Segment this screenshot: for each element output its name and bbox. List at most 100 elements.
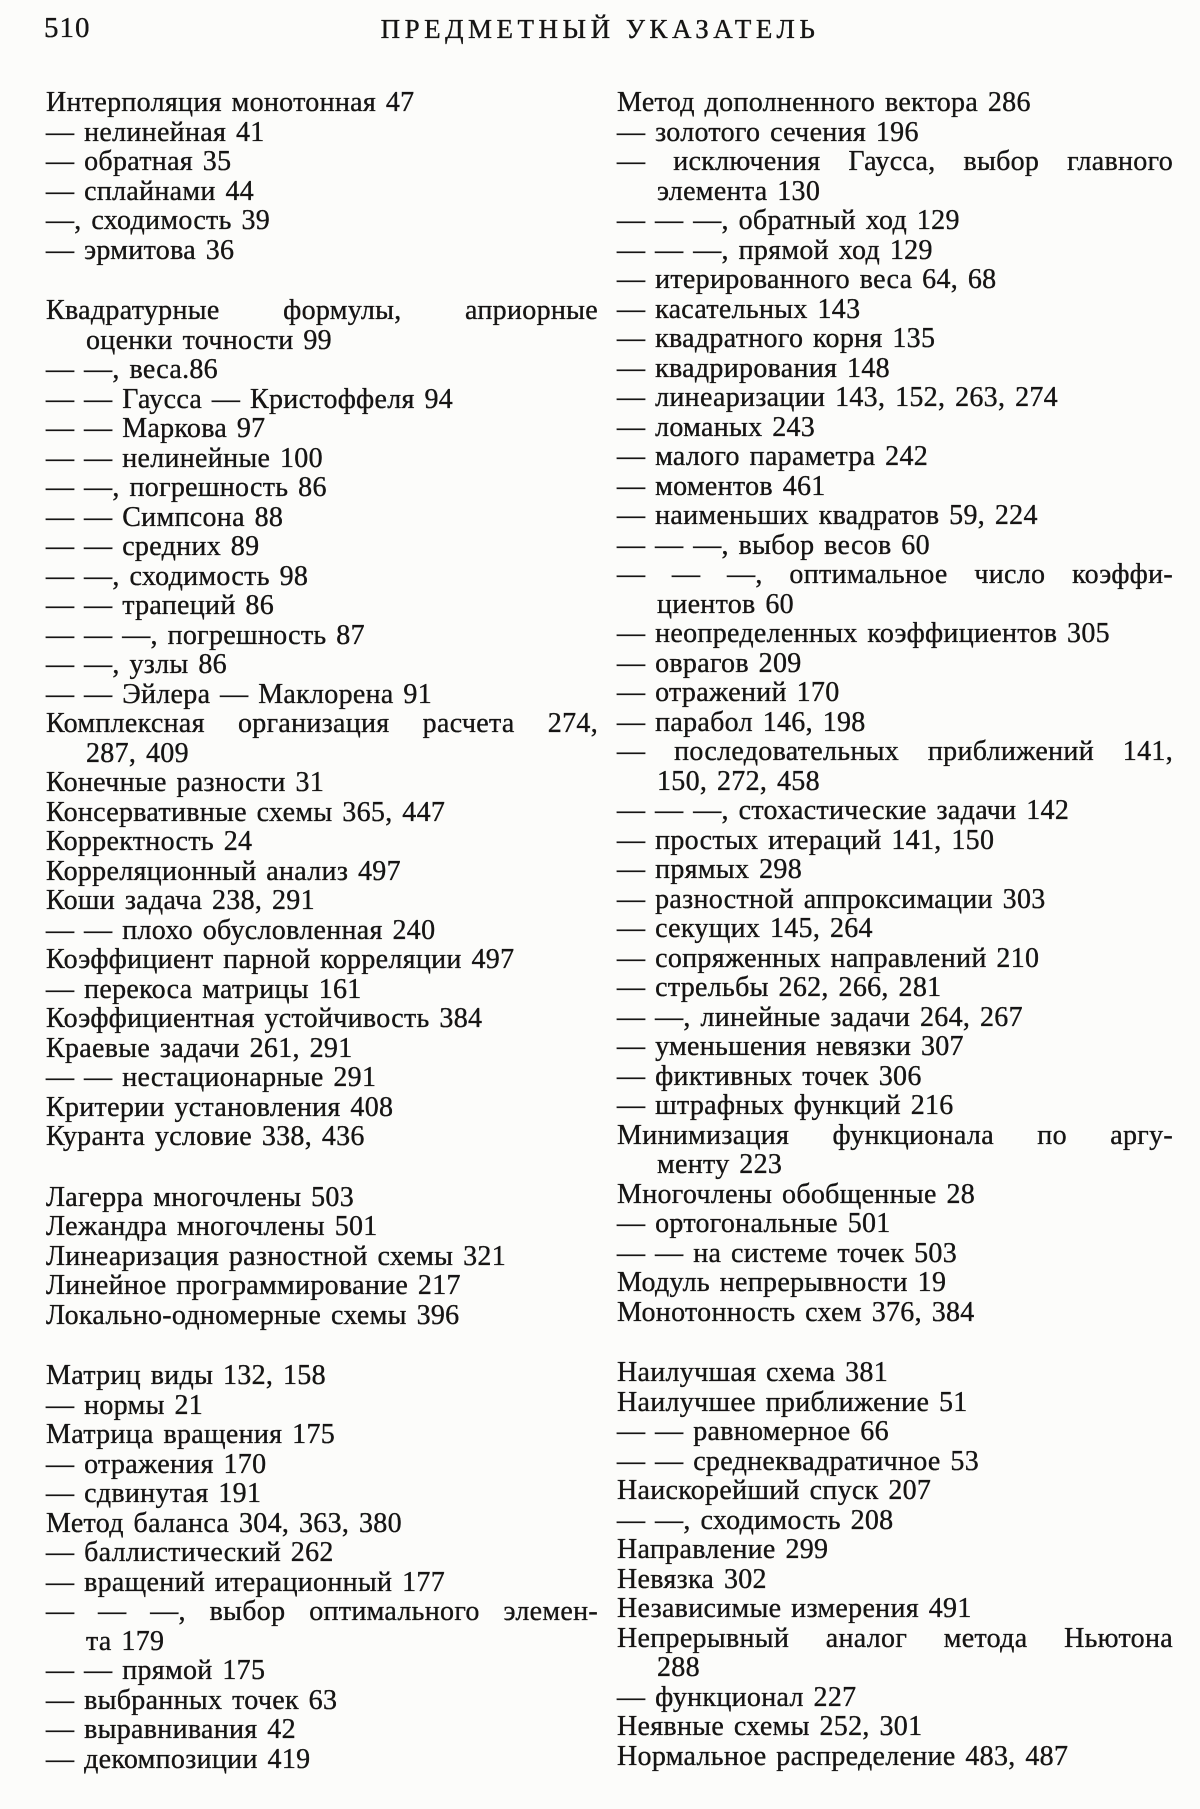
index-entry-line: — — Гаусса — Кристоффеля 94: [46, 383, 454, 415]
index-entry-line: — квадратного корня 135: [617, 323, 936, 354]
index-entry-line: Непрерывный аналог метода Ньютона: [617, 1622, 1173, 1654]
index-entry-line: — выравнивания 42: [46, 1714, 296, 1745]
index-entry-line: — парабол 146, 198: [617, 706, 866, 738]
index-entry-line: — моментов 461: [617, 470, 826, 502]
index-entry-line: — — средних 89: [46, 531, 260, 562]
index-entry-line: Лежандра многочлены 501: [46, 1211, 378, 1242]
index-entry-line: — — —, выбор весов 60: [617, 529, 930, 561]
index-entry-line: — стрельбы 262, 266, 281: [617, 972, 942, 1003]
index-entry-line: циентов 60: [657, 588, 794, 620]
index-entry-line: — — Эйлера — Маклорена 91: [46, 678, 433, 710]
index-entry-line: Коши задача 238, 291: [46, 885, 315, 916]
index-entry-line: — квадрирования 148: [617, 352, 890, 384]
index-entry-line: Критерии установления 408: [46, 1091, 394, 1123]
index-entry-line: — отражения 170: [46, 1448, 267, 1480]
index-entry-line: — нормы 21: [46, 1389, 204, 1421]
index-entry-line: Квадратурные формулы, априорные: [46, 295, 598, 326]
index-entry-line: — уменьшения невязки 307: [617, 1031, 964, 1062]
index-entry-line: — нелинейная 41: [46, 116, 265, 148]
index-entry-line: — неопределенных коэффициентов 305: [617, 618, 1110, 649]
index-entry-line: — —, веса.86: [46, 354, 218, 385]
index-entry-line: — фиктивных точек 306: [617, 1060, 922, 1092]
page-number: 510: [44, 12, 91, 44]
index-right-column: Метод дополненного вектора 286— золотого…: [617, 88, 1173, 1771]
index-entry-line: Корреляционный анализ 497: [46, 855, 401, 887]
index-entry-line: Интерполяция монотонная 47: [46, 87, 415, 118]
index-entry-line: Локально-одномерные схемы 396: [46, 1299, 460, 1331]
index-entry-line: — ортогональные 501: [617, 1208, 891, 1239]
index-entry-line: Матриц виды 132, 158: [46, 1360, 326, 1391]
index-entry-line: Лагерра многочлены 503: [46, 1181, 355, 1213]
index-entry-line: — итерированного веса 64, 68: [617, 264, 997, 295]
index-entry-line: Конечные разности 31: [46, 767, 325, 798]
index-entry-line: Комплексная организация расчета 274,: [46, 708, 598, 739]
index-entry-line: — функционал 227: [617, 1681, 857, 1713]
index-block-spacer: [617, 1327, 1173, 1358]
index-entry-line: — обратная 35: [46, 146, 232, 177]
index-entry-line: Линейное программирование 217: [46, 1270, 461, 1301]
index-entry-line: — — Маркова 97: [46, 413, 266, 444]
index-entry-line: Коэффициент парной корреляции 497: [46, 944, 515, 975]
index-entry-line: — ломаных 243: [617, 411, 816, 443]
index-entry-line: 150, 272, 458: [657, 765, 820, 797]
index-entry-line: — — —, погрешность 87: [46, 619, 365, 651]
index-entry-line: Метод дополненного вектора 286: [617, 87, 1031, 118]
index-entry-line: — сдвинутая 191: [46, 1478, 262, 1509]
page-title: ПРЕДМЕТНЫЙ УКАЗАТЕЛЬ: [380, 14, 820, 44]
index-entry-line: Невязка 302: [617, 1563, 767, 1595]
index-entry-line: 288: [657, 1652, 700, 1683]
index-entry-line: Наилучшее приближение 51: [617, 1386, 968, 1418]
index-entry-line: — эрмитова 36: [46, 234, 235, 266]
index-entry-line: — оврагов 209: [617, 647, 802, 679]
index-entry-line: — штрафных функций 216: [617, 1090, 954, 1121]
index-block-spacer: [46, 1330, 598, 1361]
index-left-column: Интерполяция монотонная 47— нелинейная 4…: [46, 88, 598, 1774]
index-entry-line: — секущих 145, 264: [617, 913, 873, 944]
index-entry-line: — —, сходимость 98: [46, 560, 309, 592]
index-entry-line: 287, 409: [86, 737, 189, 769]
index-entry-line: Наилучшая схема 381: [617, 1357, 888, 1388]
index-entry-line: — — —, стохастические задачи 142: [617, 795, 1070, 826]
index-entry-line: — — —, прямой ход 129: [617, 234, 933, 266]
index-entry-line: менту 223: [657, 1149, 783, 1180]
index-entry-line: — — нелинейные 100: [46, 442, 323, 474]
index-entry-line: — — прямой 175: [46, 1655, 266, 1686]
index-entry-line: Наискорейший спуск 207: [617, 1475, 932, 1506]
index-entry-line: —, сходимость 39: [46, 205, 271, 236]
index-entry-line: — —, погрешность 86: [46, 472, 327, 503]
index-entry-line: Монотонность схем 376, 384: [617, 1296, 975, 1328]
index-entry-line: — золотого сечения 196: [617, 116, 919, 148]
index-entry-line: — малого параметра 242: [617, 441, 929, 472]
index-entry-line: — касательных 143: [617, 293, 861, 325]
index-entry-line: Модуль непрерывности 19: [617, 1267, 947, 1298]
index-entry-line: — линеаризации 143, 152, 263, 274: [617, 382, 1058, 413]
index-entry-line: — — среднеквадратичное 53: [617, 1445, 980, 1477]
index-block-spacer: [46, 265, 598, 296]
index-entry-line: — прямых 298: [617, 854, 802, 885]
index-entry-line: — — на системе точек 503: [617, 1237, 958, 1269]
index-entry-line: — — плохо обусловленная 240: [46, 914, 436, 946]
index-entry-line: Многочлены обобщенные 28: [617, 1178, 976, 1210]
index-entry-line: Корректность 24: [46, 826, 253, 857]
index-entry-line: оценки точности 99: [86, 324, 332, 356]
index-entry-line: — сплайнами 44: [46, 175, 255, 207]
index-entry-line: Консервативные схемы 365, 447: [46, 796, 446, 828]
index-entry-line: — сопряженных направлений 210: [617, 942, 1040, 974]
index-entry-line: Направление 299: [617, 1534, 829, 1565]
index-entry-line: — —, сходимость 208: [617, 1504, 894, 1536]
index-entry-line: — — равномерное 66: [617, 1416, 889, 1447]
index-block-spacer: [46, 1152, 598, 1183]
index-entry-line: Нормальное распределение 483, 487: [617, 1740, 1069, 1772]
index-entry-line: — — трапеций 86: [46, 590, 275, 621]
index-entry-line: — — Симпсона 88: [46, 501, 284, 533]
index-entry-line: Краевые задачи 261, 291: [46, 1032, 353, 1064]
index-entry-line: элемента 130: [657, 175, 821, 207]
index-entry-line: Куранта условие 338, 436: [46, 1121, 365, 1152]
index-entry-line: — вращений итерационный 177: [46, 1566, 446, 1598]
index-entry-line: — исключения Гаусса, выбор главного: [617, 146, 1173, 177]
index-entry-line: — — —, обратный ход 129: [617, 205, 960, 236]
index-entry-line: — последовательных приближений 141,: [617, 736, 1173, 767]
index-entry-line: Линеаризация разностной схемы 321: [46, 1240, 506, 1272]
index-entry-line: Коэффициентная устойчивость 384: [46, 1003, 483, 1034]
